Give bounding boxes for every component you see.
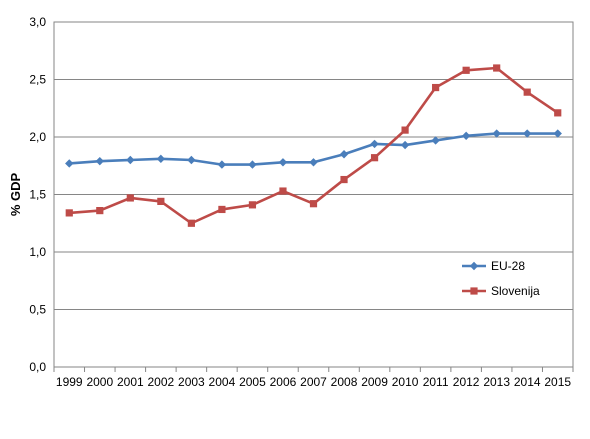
data-point-eu-28	[248, 160, 257, 169]
x-tick-label: 2009	[361, 375, 388, 389]
x-tick-label: 2004	[209, 375, 236, 389]
data-point-slovenija	[493, 64, 501, 72]
x-tick-label: 2008	[331, 375, 358, 389]
x-tick-labels: 1999 2000 2001 2002 2003 2004 2005 2006 2007 2008…	[56, 375, 571, 389]
data-point-eu-28	[553, 129, 562, 138]
x-tick-label: 2002	[148, 375, 175, 389]
data-point-slovenija	[248, 201, 257, 209]
legend-item-slovenija: Slovenija	[462, 284, 540, 298]
x-tick-label: 2010	[392, 375, 419, 389]
data-point-eu-28	[126, 155, 135, 165]
data-point-eu-28	[370, 139, 379, 149]
gridlines	[53, 21, 574, 372]
data-point-slovenija	[126, 194, 134, 202]
data-point-slovenija	[279, 187, 287, 195]
y-axis-title: % GDP	[8, 173, 23, 217]
data-point-slovenija	[65, 209, 73, 217]
legend-item-eu-28: EU-28	[462, 259, 525, 273]
data-point-eu-28	[492, 129, 501, 138]
data-point-slovenija	[309, 200, 318, 208]
x-tick-label: 2003	[178, 375, 205, 389]
y-tick-label: 2,5	[29, 73, 46, 87]
x-tick-label: 2012	[453, 375, 480, 389]
x-tick-label: 2007	[300, 375, 327, 389]
x-tick-label: 2000	[86, 375, 113, 389]
data-point-eu-28	[187, 155, 196, 165]
data-point-slovenija	[370, 154, 379, 162]
legend-label: EU-28	[491, 259, 525, 273]
plot-area-border	[53, 21, 574, 368]
data-point-eu-28	[278, 158, 288, 167]
x-tick-label: 2014	[514, 375, 541, 389]
data-point-slovenija	[340, 175, 348, 184]
data-point-eu-28	[309, 158, 318, 167]
data-point-eu-28	[523, 129, 532, 138]
x-tick-label: 1999	[56, 375, 83, 389]
series-eu-28	[65, 129, 562, 169]
data-point-slovenija	[432, 83, 440, 92]
data-point-eu-28	[461, 131, 471, 141]
legend-marker	[470, 287, 478, 295]
y-tick-label: 0,0	[29, 360, 46, 374]
y-tick-label: 2,0	[29, 130, 46, 144]
series-line-slovenija	[69, 66, 559, 225]
series-slovenija	[65, 64, 562, 227]
data-point-eu-28	[156, 154, 166, 164]
y-tick-label: 1,5	[29, 188, 46, 202]
x-tick-label: 2001	[117, 375, 144, 389]
data-point-slovenija	[96, 207, 104, 215]
data-point-slovenija	[401, 126, 409, 134]
data-point-slovenija	[554, 109, 562, 117]
x-tick-label: 2015	[544, 375, 571, 389]
x-tick-label: 2006	[270, 375, 297, 389]
data-point-slovenija	[187, 219, 195, 227]
x-tick-label: 2005	[239, 375, 266, 389]
data-point-eu-28	[339, 150, 349, 159]
y-tick-labels: 0,0 0,5 1,0 1,5 2,0 2,5 3,0	[29, 15, 46, 374]
data-point-slovenija	[523, 88, 531, 96]
y-tick-label: 1,0	[29, 245, 46, 259]
y-tick-label: 0,5	[29, 303, 46, 317]
data-point-eu-28	[217, 160, 227, 169]
x-tick-label: 2013	[483, 375, 510, 389]
series-lines	[65, 64, 562, 227]
y-tick-label: 3,0	[29, 15, 46, 29]
data-point-slovenija	[218, 205, 226, 214]
x-tick-label: 2011	[423, 375, 449, 389]
legend: EU-28 Slovenija	[462, 259, 540, 298]
data-point-slovenija	[157, 197, 165, 205]
data-point-eu-28	[400, 140, 410, 150]
legend-label: Slovenija	[491, 284, 540, 298]
data-point-eu-28	[95, 156, 104, 166]
data-point-eu-28	[65, 159, 74, 168]
legend-marker	[469, 261, 479, 271]
data-point-slovenija	[462, 66, 470, 74]
data-point-eu-28	[431, 136, 440, 145]
